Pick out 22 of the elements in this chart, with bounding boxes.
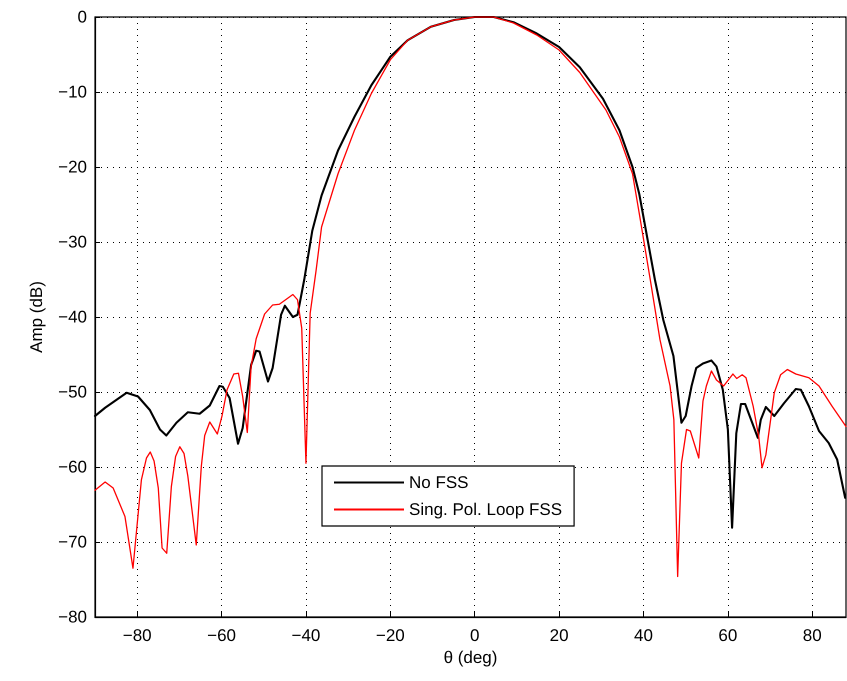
y-tick-label: −80 (58, 608, 87, 626)
x-tick-label: 0 (470, 626, 480, 645)
y-tick-label: −10 (58, 82, 87, 102)
y-tick-label: −20 (58, 158, 87, 176)
x-tick-label: −20 (376, 626, 405, 645)
y-tick-label: −70 (58, 532, 87, 552)
y-tick-label: 0 (78, 8, 87, 26)
x-axis-title: θ (deg) (444, 648, 498, 667)
y-tick-label: −50 (58, 382, 87, 402)
x-tick-label: 20 (550, 626, 569, 645)
y-tick-label: −30 (58, 232, 87, 252)
x-tick-label: −60 (207, 626, 236, 645)
x-tick-label: −80 (122, 626, 152, 645)
y-tick-label: −60 (58, 458, 87, 476)
y-axis-title: Amp (dB) (27, 281, 46, 353)
x-tick-label: 60 (718, 626, 738, 645)
x-tick-label: −40 (292, 626, 320, 645)
x-tick-label: 80 (802, 626, 822, 645)
y-tick-label: −40 (58, 308, 87, 326)
x-tick-label: 40 (634, 626, 653, 645)
legend-label: Sing. Pol. Loop FSS (409, 500, 562, 519)
legend-label: No FSS (409, 473, 469, 492)
